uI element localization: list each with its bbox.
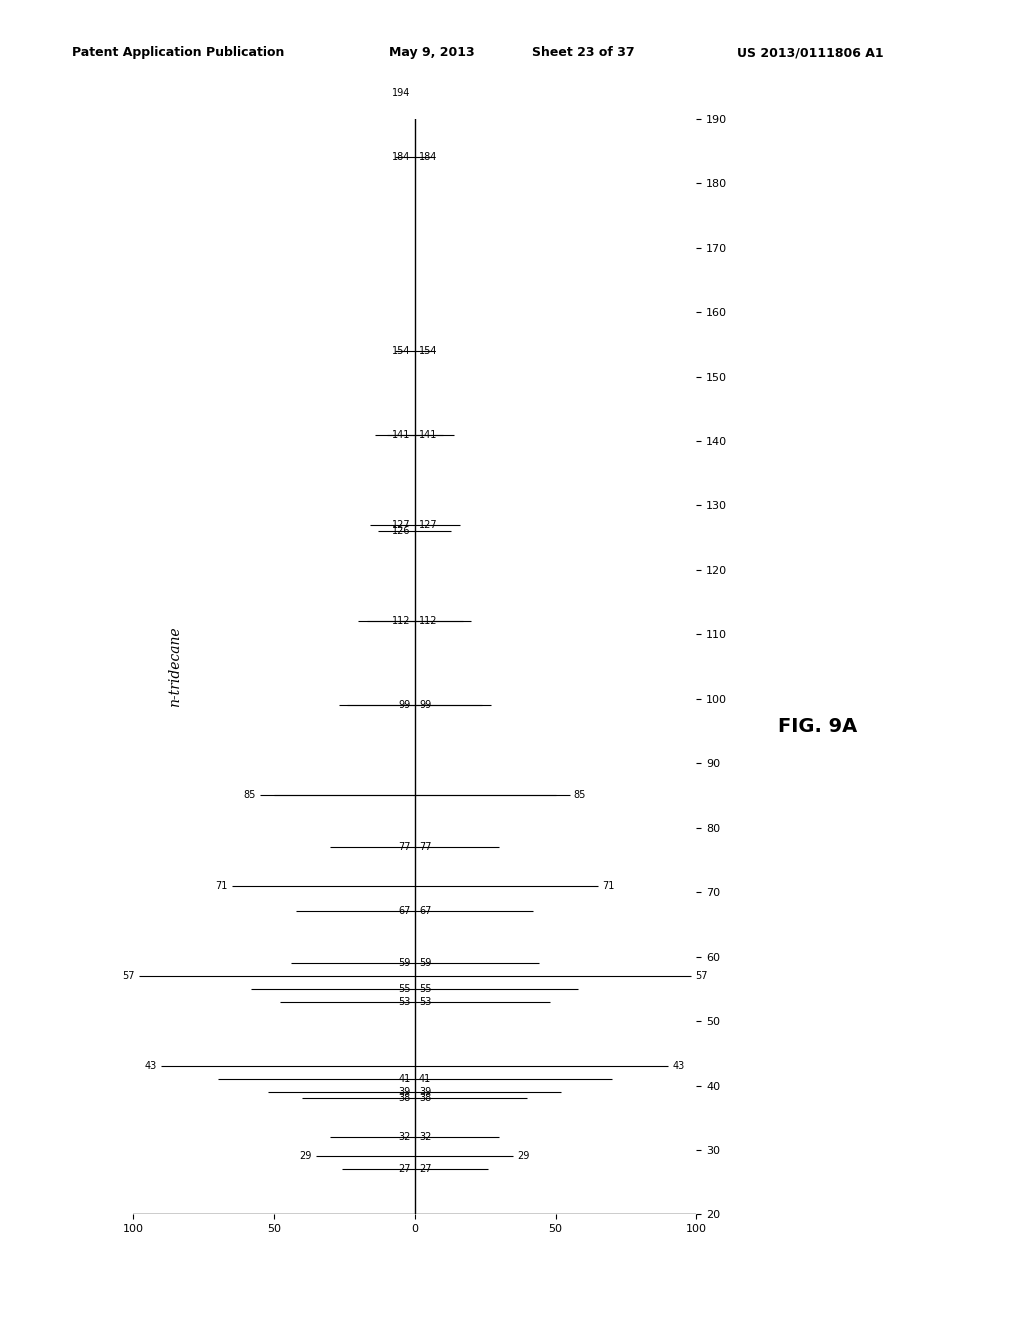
Text: 127: 127 xyxy=(419,520,437,529)
Text: 41: 41 xyxy=(419,1074,431,1084)
Text: 184: 184 xyxy=(392,153,411,162)
Text: 67: 67 xyxy=(398,907,411,916)
Text: 55: 55 xyxy=(398,983,411,994)
Text: 29: 29 xyxy=(517,1151,529,1162)
Text: 32: 32 xyxy=(398,1133,411,1142)
Text: 57: 57 xyxy=(695,972,708,981)
Text: 112: 112 xyxy=(392,616,411,627)
Text: 43: 43 xyxy=(144,1061,157,1071)
Text: 39: 39 xyxy=(419,1086,431,1097)
Text: 38: 38 xyxy=(419,1093,431,1104)
Text: 41: 41 xyxy=(398,1074,411,1084)
Text: 53: 53 xyxy=(398,997,411,1007)
Text: 27: 27 xyxy=(398,1164,411,1175)
Text: 184: 184 xyxy=(419,153,437,162)
Text: 71: 71 xyxy=(602,880,614,891)
Text: 141: 141 xyxy=(392,429,411,440)
Text: 57: 57 xyxy=(122,972,134,981)
Text: 55: 55 xyxy=(419,983,431,994)
Text: 112: 112 xyxy=(419,616,437,627)
Text: 194: 194 xyxy=(392,88,411,98)
Text: 32: 32 xyxy=(419,1133,431,1142)
Text: Sheet 23 of 37: Sheet 23 of 37 xyxy=(532,46,635,59)
Text: 77: 77 xyxy=(398,842,411,851)
Text: 77: 77 xyxy=(419,842,431,851)
Text: 67: 67 xyxy=(419,907,431,916)
Text: 85: 85 xyxy=(573,791,586,800)
Text: 154: 154 xyxy=(419,346,437,356)
Text: 59: 59 xyxy=(419,958,431,968)
Text: 59: 59 xyxy=(398,958,411,968)
Text: 99: 99 xyxy=(398,701,411,710)
Text: 39: 39 xyxy=(398,1086,411,1097)
Text: 43: 43 xyxy=(673,1061,685,1071)
Text: 71: 71 xyxy=(215,880,227,891)
Text: 29: 29 xyxy=(300,1151,312,1162)
Text: US 2013/0111806 A1: US 2013/0111806 A1 xyxy=(737,46,884,59)
Text: n-tridecane: n-tridecane xyxy=(168,626,182,708)
Text: 141: 141 xyxy=(419,429,437,440)
Text: 53: 53 xyxy=(419,997,431,1007)
Text: May 9, 2013: May 9, 2013 xyxy=(389,46,475,59)
Text: 127: 127 xyxy=(392,520,411,529)
Text: 85: 85 xyxy=(244,791,256,800)
Text: 126: 126 xyxy=(392,527,411,536)
Text: 99: 99 xyxy=(419,701,431,710)
Text: Patent Application Publication: Patent Application Publication xyxy=(72,46,284,59)
Text: 38: 38 xyxy=(398,1093,411,1104)
Text: 154: 154 xyxy=(392,346,411,356)
Text: FIG. 9A: FIG. 9A xyxy=(778,717,857,735)
Text: 27: 27 xyxy=(419,1164,431,1175)
